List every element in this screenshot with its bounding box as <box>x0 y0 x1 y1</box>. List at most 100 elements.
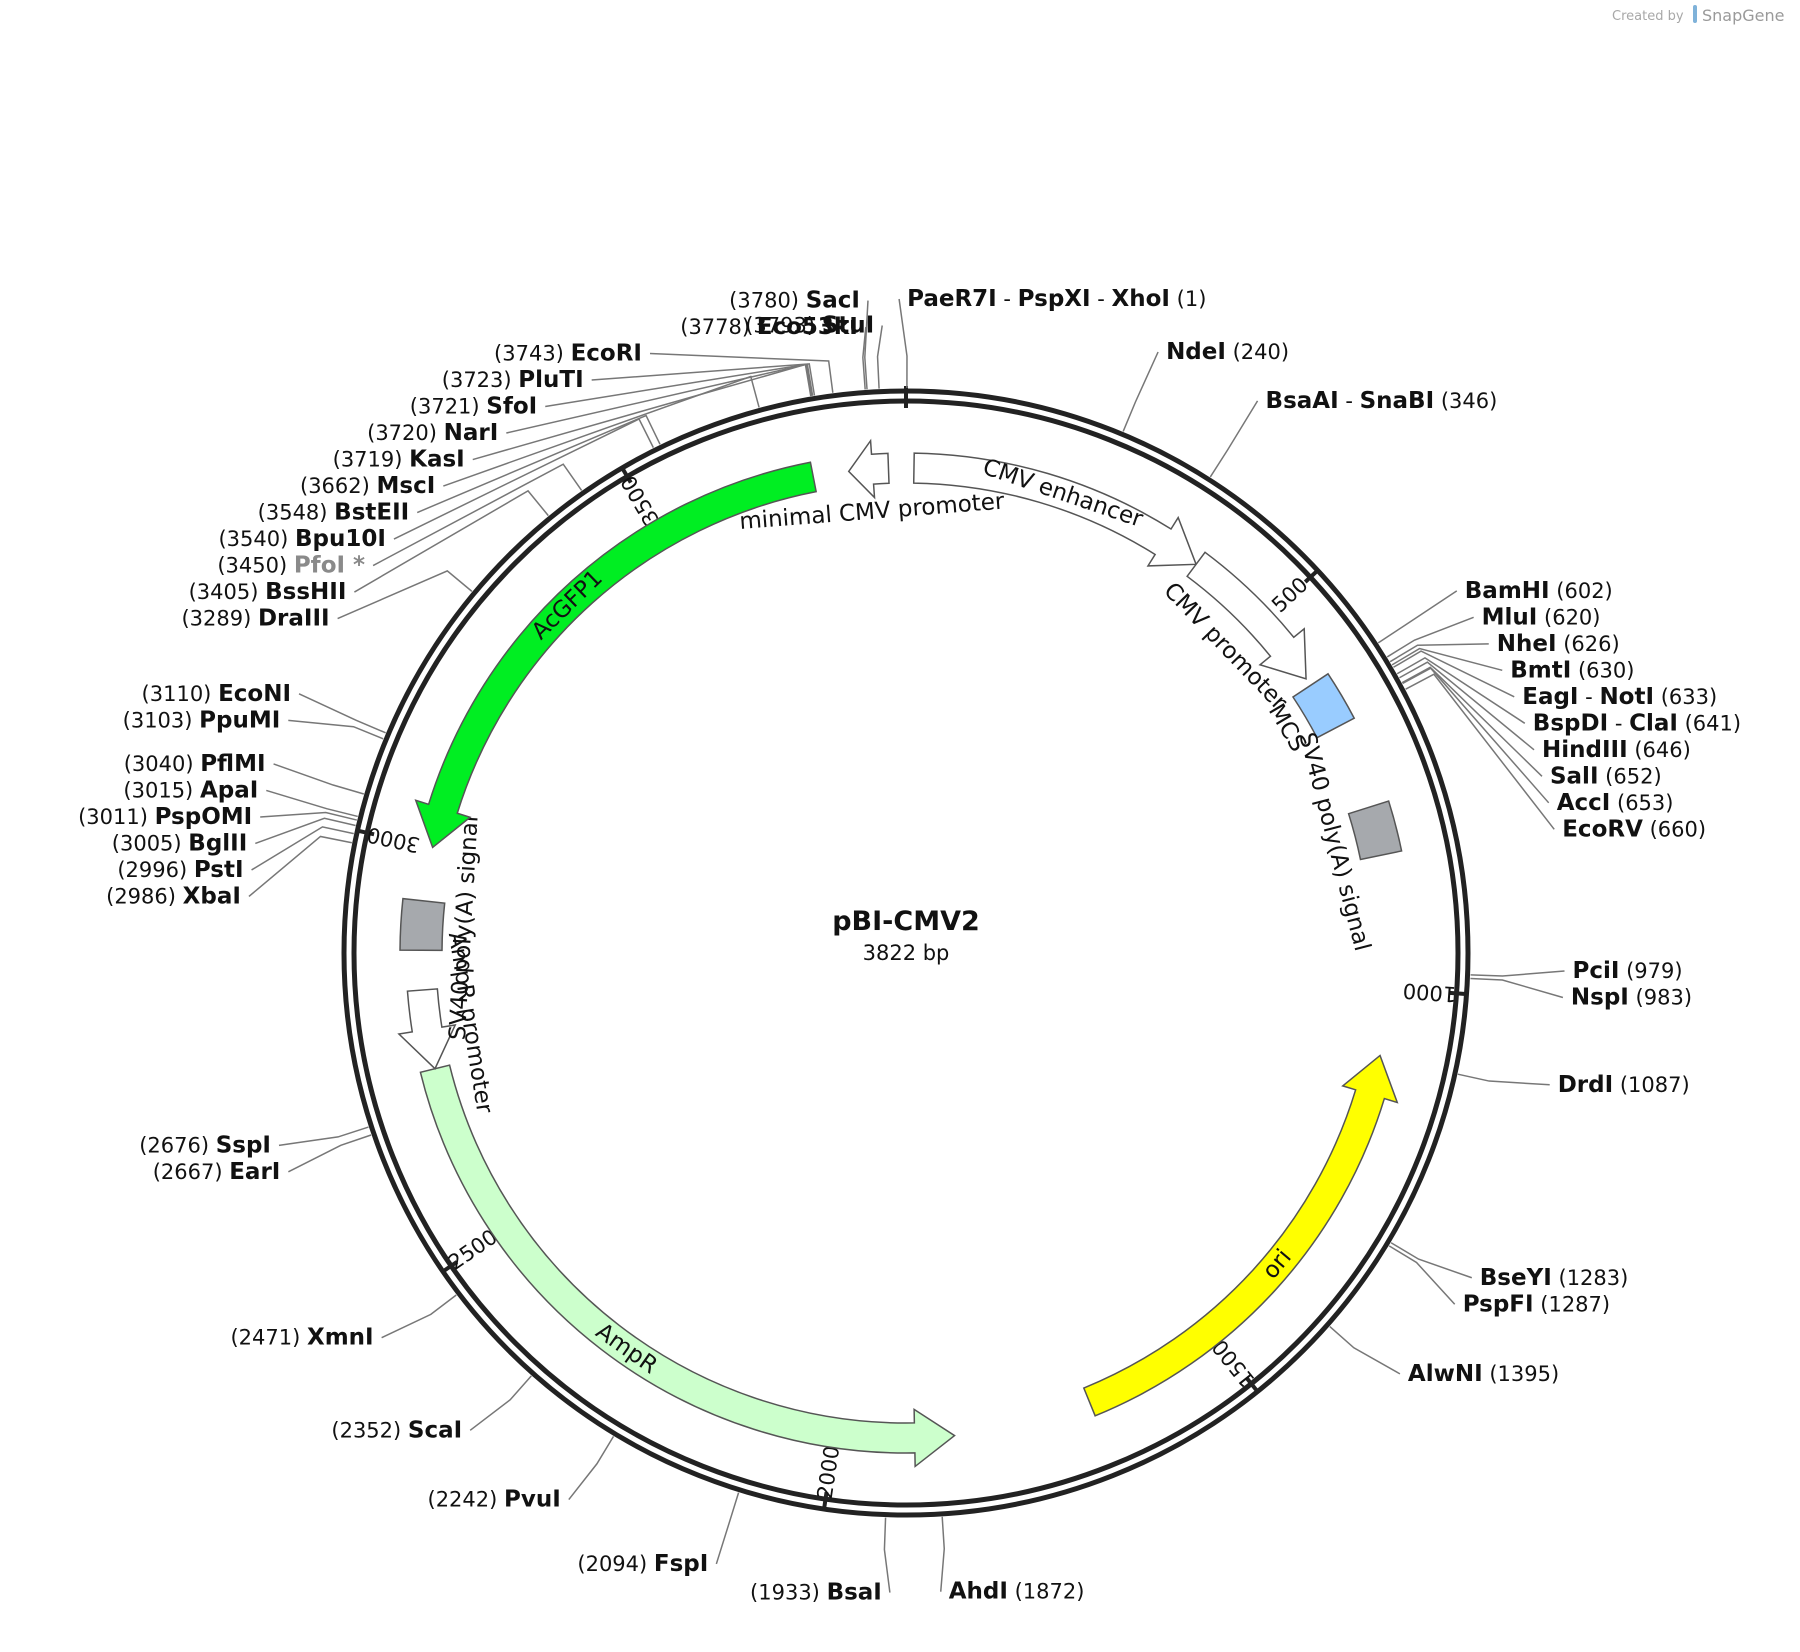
site-leader-line <box>1393 650 1515 698</box>
restriction-site-ahdi: AhdI (1872) <box>939 1516 1085 1605</box>
feature-shape-cmv-enhancer <box>912 452 1198 567</box>
site-leader-line <box>862 326 867 390</box>
feature-shape-mcs <box>1291 672 1356 739</box>
site-leader-line <box>883 1517 891 1593</box>
site-enzyme-name: PspFI <box>1463 1291 1534 1317</box>
site-enzyme-name: ApaI <box>200 777 258 803</box>
feature-shape-minimal-cmv-promoter <box>847 438 890 500</box>
site-position: (346) <box>1434 389 1497 413</box>
site-leader-line <box>393 418 655 540</box>
site-leader-line <box>1457 1073 1550 1086</box>
site-leader-line <box>472 363 812 461</box>
site-label: (3780) SacI <box>729 288 860 314</box>
site-position: (626) <box>1557 632 1620 656</box>
tick-mark-2000 <box>821 1491 829 1511</box>
site-label: (3540) Bpu10I <box>218 526 385 552</box>
site-enzyme-name: AccI <box>1557 790 1611 816</box>
site-position: (3015) <box>123 778 200 802</box>
site-position: (2986) <box>106 884 183 908</box>
restriction-site-draiii: (3289) DraIII <box>181 570 473 632</box>
site-enzyme-name: PluTI <box>518 367 583 393</box>
site-label: BmtI (630) <box>1510 657 1634 683</box>
site-enzyme-name: BspDI <box>1533 710 1608 736</box>
site-label: AccI (653) <box>1557 790 1674 816</box>
site-enzyme-name: MluI <box>1482 604 1538 630</box>
site-label: (2352) ScaI <box>331 1417 462 1443</box>
snapgene-logo-icon <box>1693 5 1697 23</box>
site-leader-line <box>568 1436 615 1501</box>
site-enzyme-name: FspI <box>654 1551 708 1577</box>
site-leader-line <box>939 1516 946 1592</box>
site-leader-line <box>1470 977 1564 999</box>
site-leader-line <box>266 789 358 818</box>
feature-shape-ampr-promoter <box>397 988 457 1070</box>
restriction-site-xmni: (2471) XmnI <box>230 1294 457 1351</box>
site-position: (2242) <box>428 1488 505 1512</box>
site-leader-line <box>1405 673 1555 830</box>
restriction-site-eagi-noti: EagI - NotI (633) <box>1393 650 1717 710</box>
site-separator: - <box>1091 287 1112 311</box>
site-position: (646) <box>1628 738 1691 762</box>
site-enzyme-name: PaeR7I <box>907 286 997 312</box>
restriction-site-saci: (3780) SacI <box>729 288 869 390</box>
site-leader-line <box>255 817 356 845</box>
site-leader-line <box>273 763 365 795</box>
snapgene-logo-text: SnapGene <box>1702 6 1784 25</box>
restriction-site-ndei: NdeI (240) <box>1122 339 1289 432</box>
site-label: HindIII (646) <box>1542 737 1691 763</box>
site-position: (641) <box>1678 711 1741 735</box>
site-enzyme-name: HindIII <box>1542 737 1628 763</box>
site-enzyme-name: PspXI <box>1018 286 1091 312</box>
site-leader-line <box>1401 666 1543 777</box>
restriction-site-msci: (3662) MscI <box>300 375 760 499</box>
site-label: (3793) StuI <box>745 313 874 339</box>
site-label: AhdI (1872) <box>949 1579 1085 1605</box>
site-leader-line <box>251 826 354 871</box>
site-leader-line <box>1388 1245 1456 1305</box>
site-position: (653) <box>1610 791 1673 815</box>
site-leader-line <box>1391 647 1503 672</box>
site-enzyme-name: BsaAI <box>1266 388 1339 414</box>
site-leader-line <box>1389 643 1489 663</box>
site-position: (3011) <box>78 805 155 829</box>
restriction-site-sfoi: (3721) SfoI <box>410 363 814 420</box>
site-position: (3780) <box>729 289 806 313</box>
site-enzyme-name: BmtI <box>1510 657 1571 683</box>
site-position: (1395) <box>1483 1362 1560 1386</box>
site-leader-line <box>354 489 549 593</box>
site-label: AlwNI (1395) <box>1408 1361 1559 1387</box>
site-enzyme-name: DraIII <box>258 606 330 632</box>
site-enzyme-name: KasI <box>409 447 465 473</box>
site-leader-line <box>1386 616 1474 658</box>
site-position: (3793) <box>745 314 822 338</box>
restriction-site-bseyi: BseYI (1283) <box>1390 1242 1628 1291</box>
site-position: (3778) <box>680 315 757 339</box>
site-leader-line <box>1329 1326 1401 1375</box>
site-position: (3743) <box>494 342 571 366</box>
restriction-site-bsteii: (3548) BstEII <box>258 414 661 526</box>
feature-shape-cmv-promoter <box>1186 551 1307 680</box>
site-label: (3005) BglII <box>112 830 248 856</box>
restriction-site-bpu10i: (3540) Bpu10I <box>218 418 655 552</box>
site-enzyme-name: XhoI <box>1112 286 1170 312</box>
site-enzyme-name: BssHII <box>265 579 346 605</box>
restriction-site-nspi: NspI (983) <box>1470 977 1692 1010</box>
site-label: (3405) BssHII <box>189 579 347 605</box>
site-enzyme-name: PpuMI <box>199 707 280 733</box>
site-label: BspDI - ClaI (641) <box>1533 710 1741 736</box>
site-position: (2094) <box>577 1552 654 1576</box>
site-enzyme-name: SacI <box>806 288 860 314</box>
site-leader-line <box>506 363 813 434</box>
restriction-site-paer7i-pspxi-xhoi: PaeR7I - PspXI - XhoI (1) <box>898 286 1206 389</box>
site-enzyme-name: ClaI <box>1629 710 1678 736</box>
site-enzyme-name: NheI <box>1497 631 1557 657</box>
site-enzyme-name: SnaBI <box>1360 388 1435 414</box>
restriction-site-eari: (2667) EarI <box>153 1134 372 1185</box>
site-leader-line <box>443 375 760 487</box>
site-leader-line <box>1396 657 1526 724</box>
site-label: SalI (652) <box>1550 763 1662 789</box>
site-enzyme-name: AlwNI <box>1408 1361 1483 1387</box>
site-enzyme-name: NdeI <box>1166 339 1226 365</box>
site-enzyme-name: EcoRV <box>1562 816 1643 842</box>
site-label: (3721) SfoI <box>410 394 537 420</box>
